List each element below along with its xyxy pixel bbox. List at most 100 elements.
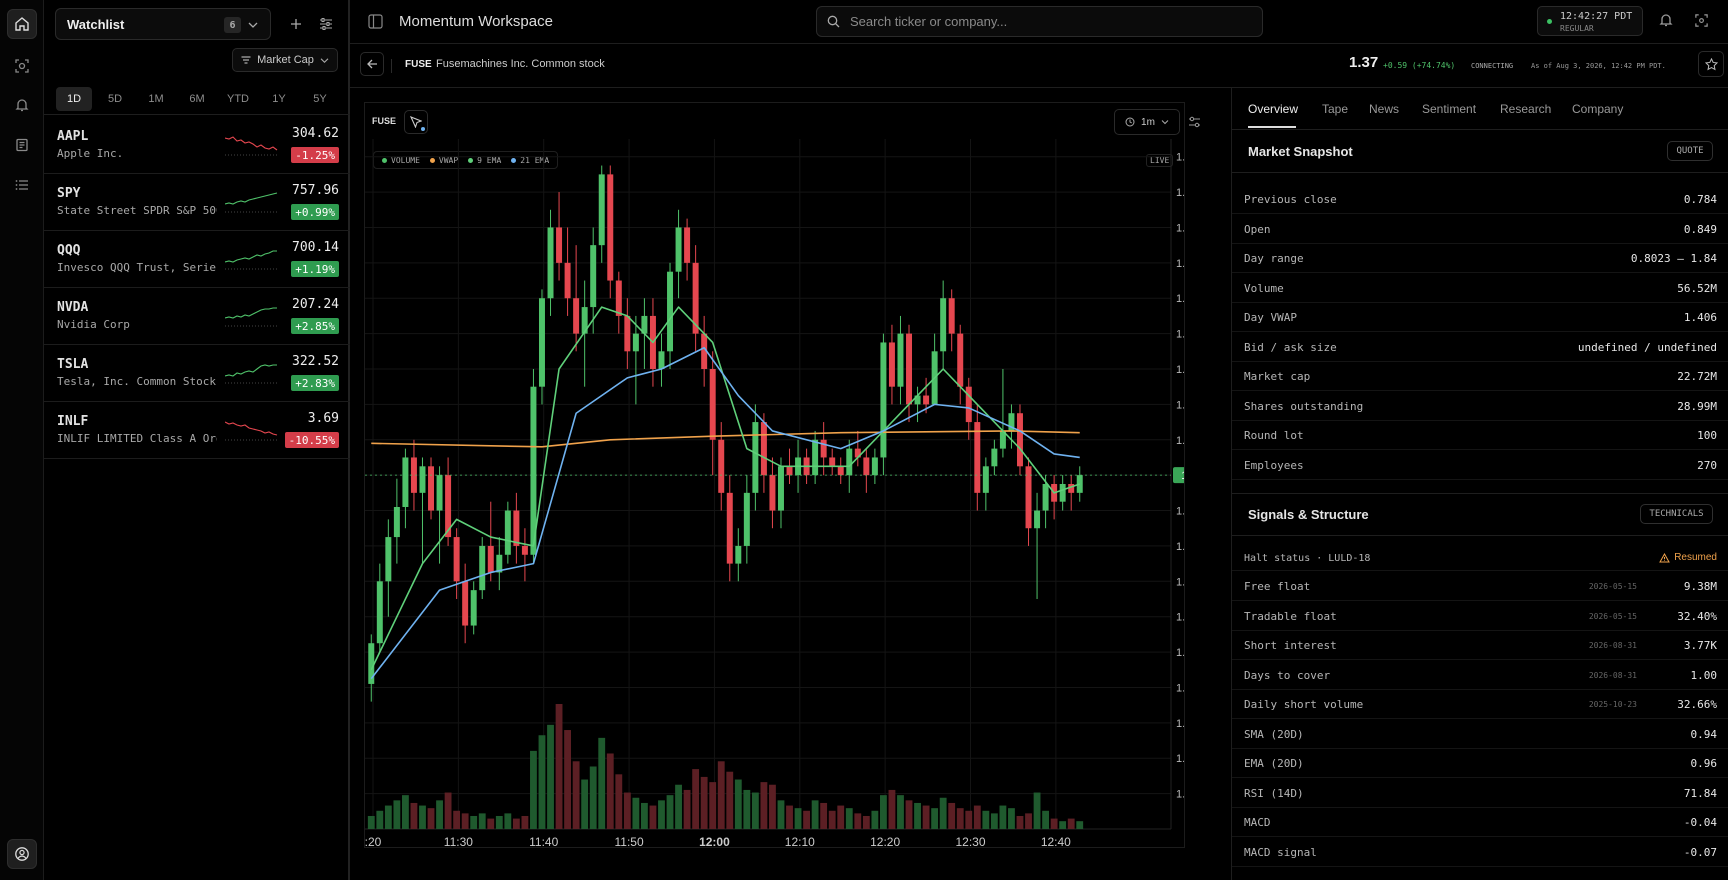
volume-bar xyxy=(487,818,495,829)
signal-row: Days to cover 2026-08-31 1.00 xyxy=(1232,661,1728,690)
candle-body xyxy=(752,422,759,493)
watchlist-change-badge: +1.19% xyxy=(291,261,339,277)
watchlist-row[interactable]: AAPL Apple Inc. 304.62 -1.25% xyxy=(44,117,350,174)
news-icon[interactable] xyxy=(7,130,37,160)
sidebar-toggle-icon[interactable] xyxy=(368,14,383,34)
home-icon[interactable] xyxy=(7,9,37,39)
chart-settings-icon[interactable] xyxy=(1188,115,1201,133)
signal-value: -0.04 xyxy=(1683,816,1717,829)
back-button[interactable] xyxy=(360,52,384,76)
volume-bar xyxy=(564,730,572,829)
account-icon[interactable] xyxy=(7,839,37,869)
x-tick-label: 12:10 xyxy=(785,835,815,847)
watchlist-row[interactable]: INLF INLIF LIMITED Class A Ord... 3.69 -10.… xyxy=(44,402,350,459)
volume-bar xyxy=(606,753,614,829)
candle-body xyxy=(376,581,383,644)
candle-body xyxy=(743,492,750,546)
tab-overview[interactable]: Overview xyxy=(1248,102,1299,116)
volume-bar xyxy=(453,810,461,829)
signal-row: Free float 2026-05-15 9.38M xyxy=(1232,572,1728,601)
range-ytd[interactable]: YTD xyxy=(227,93,249,105)
range-1d[interactable]: 1D xyxy=(56,87,92,111)
signal-label: Short interest xyxy=(1244,639,1337,652)
interval-dropdown[interactable]: 1m xyxy=(1114,109,1180,135)
sparkline-line xyxy=(225,364,277,377)
candle-body xyxy=(1008,413,1015,431)
tab-tape[interactable]: Tape xyxy=(1322,102,1349,116)
legend-swatch xyxy=(382,157,387,163)
range-1y[interactable]: 1Y xyxy=(272,93,286,105)
watchlist-price: 304.62 xyxy=(292,126,339,141)
favorite-button[interactable] xyxy=(1698,51,1724,77)
notifications-icon[interactable] xyxy=(1658,12,1674,33)
draw-tool-button[interactable] xyxy=(404,110,428,134)
tab-research[interactable]: Research xyxy=(1500,102,1552,116)
volume-bar xyxy=(922,805,930,829)
y-tick-label: 1.46 xyxy=(1176,329,1184,341)
watchlist-name: INLIF LIMITED Class A Ord... xyxy=(57,432,217,445)
legend-swatch xyxy=(511,157,517,163)
candle-body xyxy=(1068,484,1075,493)
signals-title: Signals & Structure xyxy=(1248,507,1369,522)
signal-date: 2026-08-31 xyxy=(1588,670,1637,680)
search-input[interactable] xyxy=(850,14,1230,29)
tab-company[interactable]: Company xyxy=(1572,102,1624,116)
volume-bar xyxy=(811,800,819,829)
volume-bar xyxy=(1050,818,1058,829)
candle-body xyxy=(718,439,725,493)
range-5d[interactable]: 5D xyxy=(107,93,123,105)
add-ticker-button[interactable] xyxy=(286,14,306,34)
volume-bar xyxy=(990,813,998,829)
legend-ema21: 21 EMA xyxy=(511,156,549,165)
sparkline xyxy=(225,250,279,270)
signal-label: RSI (14D) xyxy=(1244,786,1304,800)
sparkline-line xyxy=(225,136,278,151)
scanner-icon[interactable] xyxy=(7,51,37,81)
detail-tabs: Overview Tape News Sentiment Research Co… xyxy=(1232,88,1728,130)
chevron-down-icon xyxy=(1161,120,1169,125)
range-1m[interactable]: 1M xyxy=(148,93,164,105)
watchlist-name: State Street SPDR S&P 500... xyxy=(57,204,217,217)
watchlist-row[interactable]: TSLA Tesla, Inc. Common Stock 322.52 +2.83% xyxy=(44,345,350,402)
signal-label: Daily short volume xyxy=(1244,698,1364,711)
volume-bar xyxy=(956,808,964,829)
watchlist-row[interactable]: QQQ Invesco QQQ Trust, Series... 700.14 +1.… xyxy=(44,231,350,288)
y-tick-label: 1.26 xyxy=(1176,682,1184,694)
focus-mode-icon[interactable] xyxy=(1694,13,1709,33)
volume-bar xyxy=(965,810,973,829)
volume-bar xyxy=(572,761,580,829)
candle-body xyxy=(428,466,435,511)
watchlist-settings-button[interactable] xyxy=(316,14,336,34)
snapshot-label: Employees xyxy=(1244,458,1304,472)
price-chart[interactable]: 1.56 1.54 1.52 1.50 1.48 1.46 1.44 1.42 1.40 1.38… xyxy=(365,139,1184,847)
watchlist-selector[interactable]: Watchlist 6 xyxy=(55,8,271,40)
volume-bar xyxy=(982,810,990,829)
signal-date: 2026-08-31 xyxy=(1588,641,1637,650)
search-box[interactable] xyxy=(816,6,1263,37)
candle-body xyxy=(726,492,733,564)
snapshot-row: Day VWAP 1.406 xyxy=(1232,303,1728,332)
signal-value: 71.84 xyxy=(1683,786,1717,800)
alerts-icon[interactable] xyxy=(7,90,37,120)
range-6m[interactable]: 6M xyxy=(189,93,205,105)
signal-value: 32.40% xyxy=(1677,609,1717,623)
candle-body xyxy=(624,315,631,352)
candle-body xyxy=(445,475,452,538)
snapshot-label: Shares outstanding xyxy=(1244,399,1364,413)
sort-dropdown[interactable]: Market Cap xyxy=(232,48,338,72)
arrow-left-icon xyxy=(366,59,377,69)
snapshot-label: Round lot xyxy=(1244,429,1304,442)
tab-sentiment[interactable]: Sentiment xyxy=(1422,102,1477,116)
watchlist-row[interactable]: SPY State Street SPDR S&P 500... 757.96 +0.… xyxy=(44,174,350,231)
candle-body xyxy=(530,386,537,555)
watchlist-ticker: SPY xyxy=(57,186,81,201)
legend-swatch xyxy=(468,157,474,163)
watchlist-row[interactable]: NVDA Nvidia Corp 207.24 +2.85% xyxy=(44,288,350,345)
tab-news[interactable]: News xyxy=(1369,102,1400,116)
watchlist-title: Watchlist xyxy=(67,16,125,32)
list-icon[interactable] xyxy=(7,170,37,200)
candle-body xyxy=(504,510,511,555)
y-tick-label: 1.44 xyxy=(1176,364,1184,376)
candle-body xyxy=(837,466,844,476)
range-5y[interactable]: 5Y xyxy=(313,93,327,105)
